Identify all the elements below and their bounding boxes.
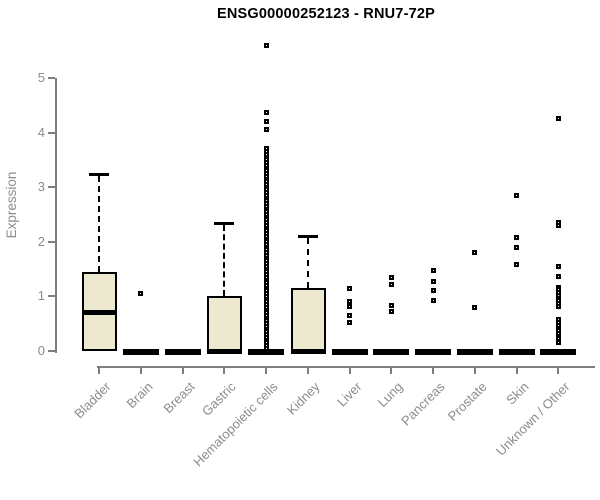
outlier-point bbox=[347, 313, 353, 318]
outlier-point bbox=[347, 299, 353, 305]
median-line bbox=[290, 349, 326, 354]
collapsed-box bbox=[248, 349, 285, 355]
outlier-point bbox=[430, 278, 436, 284]
collapsed-box bbox=[540, 349, 577, 355]
y-tick-label: 3 bbox=[37, 179, 45, 195]
x-axis-tick bbox=[557, 368, 560, 374]
y-tick-label: 2 bbox=[37, 233, 45, 249]
x-axis-tick bbox=[390, 368, 393, 374]
collapsed-box bbox=[164, 349, 201, 355]
whisker-cap bbox=[297, 235, 318, 239]
x-axis-tick bbox=[265, 368, 268, 374]
outlier-point bbox=[555, 264, 561, 270]
outlier-point bbox=[514, 192, 520, 198]
outlier-point bbox=[263, 127, 269, 133]
x-axis-tick bbox=[306, 368, 309, 374]
outlier-point bbox=[555, 222, 561, 228]
box-gastric bbox=[207, 296, 243, 351]
y-axis-tick bbox=[48, 77, 55, 79]
y-tick-label: 0 bbox=[37, 343, 45, 358]
y-axis-tick bbox=[48, 350, 55, 352]
outlier-point bbox=[263, 345, 269, 351]
outlier-point bbox=[555, 274, 561, 280]
median-line bbox=[82, 309, 117, 315]
outlier-point bbox=[555, 303, 561, 309]
collapsed-box bbox=[498, 349, 535, 355]
outlier-point bbox=[430, 267, 436, 273]
x-axis-tick bbox=[515, 368, 518, 374]
y-tick-label: 4 bbox=[37, 124, 45, 140]
x-axis-tick bbox=[473, 368, 476, 374]
y-tick-label: 1 bbox=[37, 288, 45, 304]
x-axis-tick bbox=[348, 368, 351, 374]
x-axis-tick bbox=[181, 368, 184, 374]
collapsed-box bbox=[373, 349, 410, 355]
chart-title: ENSG00000252123 - RNU7-72P bbox=[217, 6, 435, 22]
x-axis-tick bbox=[223, 368, 226, 374]
whisker-cap bbox=[214, 221, 235, 225]
whisker-cap bbox=[89, 172, 109, 176]
outlier-point bbox=[347, 319, 353, 325]
collapsed-box bbox=[122, 349, 159, 355]
whisker-line bbox=[98, 175, 100, 272]
outlier-point bbox=[263, 110, 269, 116]
x-axis-tick bbox=[432, 368, 435, 374]
y-axis-tick bbox=[48, 240, 55, 243]
outlier-point bbox=[347, 303, 353, 309]
outlier-point bbox=[388, 302, 394, 308]
outlier-point bbox=[555, 339, 561, 345]
outlier-point bbox=[347, 285, 353, 291]
collapsed-box bbox=[456, 349, 493, 355]
whisker-line bbox=[223, 224, 226, 297]
box-kidney bbox=[290, 288, 326, 351]
outlier-point bbox=[514, 244, 520, 250]
x-axis-tick bbox=[98, 368, 100, 374]
y-axis-line bbox=[55, 78, 57, 353]
x-axis-line bbox=[97, 366, 595, 368]
collapsed-box bbox=[331, 349, 368, 355]
median-line bbox=[207, 349, 243, 354]
outlier-point bbox=[388, 274, 394, 280]
outlier-point bbox=[430, 288, 436, 294]
outlier-point bbox=[472, 304, 478, 310]
y-axis-tick bbox=[48, 131, 55, 134]
collapsed-box bbox=[415, 349, 452, 355]
x-axis-tick bbox=[139, 368, 142, 374]
outlier-point bbox=[388, 308, 394, 314]
outlier-point bbox=[472, 250, 478, 256]
outlier-point bbox=[514, 262, 520, 268]
outlier-point bbox=[430, 297, 436, 303]
outlier-point bbox=[263, 42, 269, 48]
outlier-point bbox=[514, 235, 520, 241]
whisker-line bbox=[306, 238, 309, 289]
outlier-point bbox=[263, 119, 269, 125]
outlier-point bbox=[138, 291, 144, 297]
y-axis-tick bbox=[48, 295, 55, 298]
y-tick-label: 5 bbox=[37, 70, 45, 85]
outlier-point bbox=[555, 116, 561, 122]
y-axis-tick bbox=[48, 186, 55, 189]
outlier-point bbox=[388, 281, 394, 287]
